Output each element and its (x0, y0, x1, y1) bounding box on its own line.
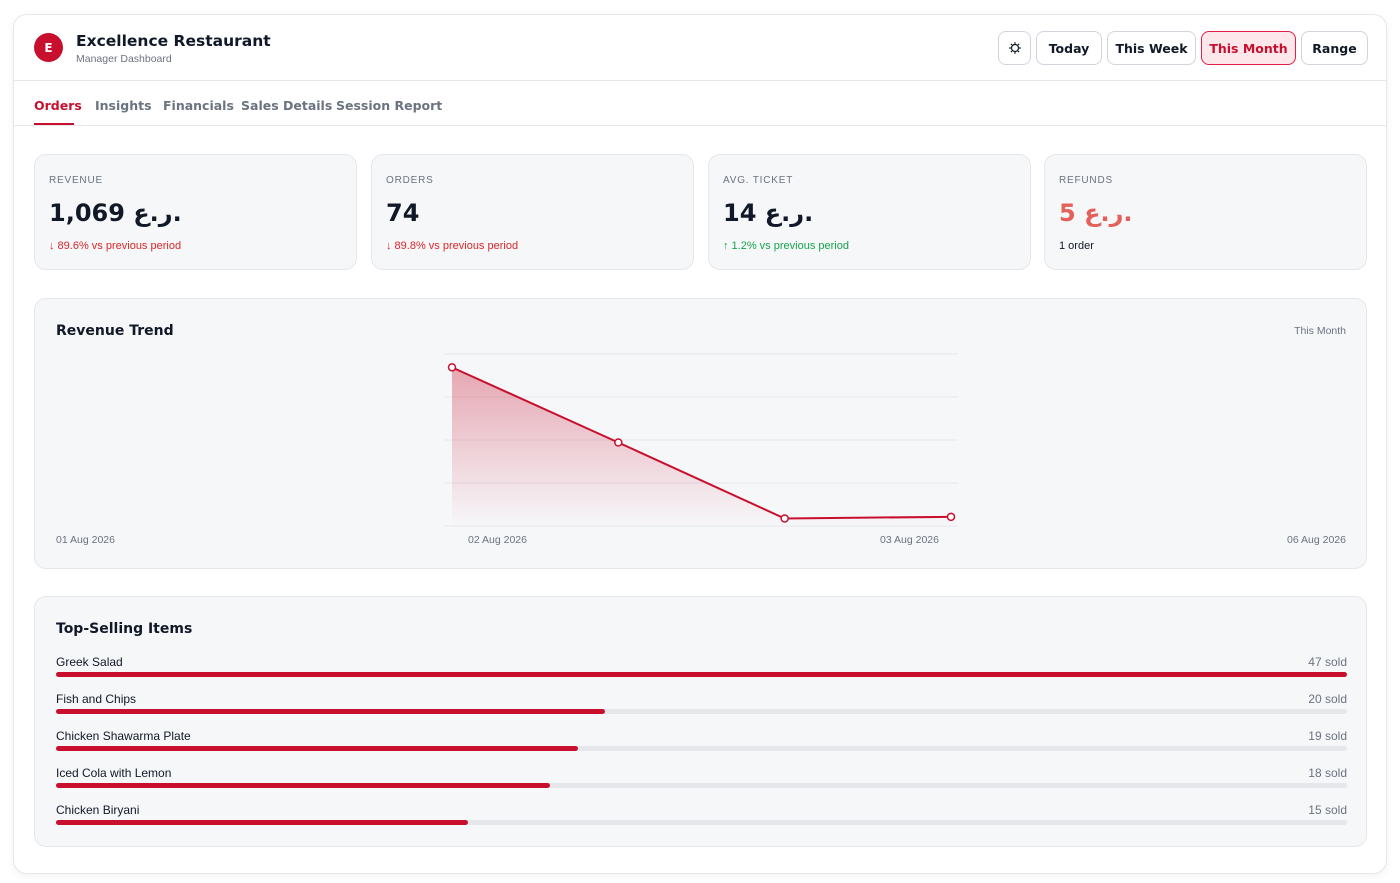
item-sold-count: 19 sold (1308, 729, 1347, 743)
revenue-trend-period: This Month (1294, 325, 1346, 337)
dashboard-frame: E Excellence Restaurant Manager Dashboar… (13, 14, 1387, 874)
item-bar-track (56, 709, 1347, 714)
item-sold-count: 20 sold (1308, 692, 1347, 706)
top-item-row: Chicken Biryani 15 sold (56, 803, 1347, 833)
item-bar-track (56, 672, 1347, 677)
period-range-button[interactable]: Range (1301, 31, 1368, 65)
stat-card-avg-ticket: AVG. TICKET 14 ر.ع. ↑ 1.2% vs previous p… (708, 154, 1031, 270)
top-item-row: Fish and Chips 20 sold (56, 692, 1347, 722)
x-tick-label: 02 Aug 2026 (468, 534, 527, 546)
item-bar-track (56, 746, 1347, 751)
item-bar-fill (56, 709, 606, 714)
period-today-button[interactable]: Today (1036, 31, 1102, 65)
settings-button[interactable] (998, 31, 1031, 65)
tab-bar: Orders Insights Financials Sales Details… (14, 81, 1386, 126)
stat-value: 14 ر.ع. (723, 199, 814, 227)
header: E Excellence Restaurant Manager Dashboar… (14, 15, 1386, 81)
stat-label: REVENUE (49, 175, 103, 186)
stat-card-revenue: REVENUE 1,069 ر.ع. ↓ 89.6% vs previous p… (34, 154, 357, 270)
item-name: Iced Cola with Lemon (56, 766, 172, 780)
stat-card-refunds: REFUNDS 5 ر.ع. 1 order (1044, 154, 1367, 270)
brand-subtitle: Manager Dashboard (76, 53, 172, 65)
revenue-trend-panel: Revenue Trend This Month 01 Aug 2026 02 … (34, 298, 1367, 569)
item-sold-count: 47 sold (1308, 655, 1347, 669)
top-items-panel: Top-Selling Items Greek Salad 47 sold Fish… (34, 596, 1367, 847)
stat-label: REFUNDS (1059, 175, 1113, 186)
revenue-line (451, 366, 952, 520)
tab-sales-details[interactable]: Sales Details (241, 98, 333, 113)
item-bar-fill (56, 820, 469, 825)
item-name: Greek Salad (56, 655, 123, 669)
stat-value: 1,069 ر.ع. (49, 199, 182, 227)
brand-logo: E (34, 33, 63, 62)
item-sold-count: 15 sold (1308, 803, 1347, 817)
top-item-row: Greek Salad 47 sold (56, 655, 1347, 685)
item-name: Chicken Shawarma Plate (56, 729, 191, 743)
stat-change: ↓ 89.6% vs previous period (49, 240, 182, 252)
stat-value: 5 ر.ع. (1059, 199, 1133, 227)
item-name: Chicken Biryani (56, 803, 140, 817)
period-month-button[interactable]: This Month (1201, 31, 1296, 65)
stat-label: AVG. TICKET (723, 175, 794, 186)
stat-card-orders: ORDERS 74 ↓ 89.8% vs previous period (371, 154, 694, 270)
revenue-area (452, 367, 951, 526)
item-name: Fish and Chips (56, 692, 137, 706)
stat-change: 1 order (1059, 240, 1094, 252)
x-tick-label: 06 Aug 2026 (1287, 534, 1346, 546)
x-tick-label: 03 Aug 2026 (880, 534, 939, 546)
tab-orders[interactable]: Orders (34, 98, 82, 113)
stat-change: ↓ 89.8% vs previous period (386, 240, 519, 252)
revenue-trend-chart (444, 353, 958, 527)
tab-session-report[interactable]: Session Report (336, 98, 443, 113)
item-bar-fill (56, 746, 578, 751)
data-point (946, 512, 956, 522)
top-item-row: Iced Cola with Lemon 18 sold (56, 766, 1347, 796)
data-point (780, 514, 789, 523)
tab-insights[interactable]: Insights (95, 98, 152, 113)
top-items-title: Top-Selling Items (56, 621, 193, 637)
active-tab-indicator (34, 123, 74, 125)
period-week-button[interactable]: This Week (1107, 31, 1196, 65)
stat-change: ↑ 1.2% vs previous period (723, 240, 849, 252)
item-bar-track (56, 783, 1347, 788)
item-bar-track (56, 820, 1347, 825)
item-sold-count: 18 sold (1308, 766, 1347, 780)
revenue-trend-title: Revenue Trend (56, 323, 174, 339)
stat-value: 74 (386, 199, 420, 227)
tab-financials[interactable]: Financials (163, 98, 234, 113)
data-point (614, 438, 623, 447)
gear-icon (1008, 42, 1021, 54)
brand-title: Excellence Restaurant (76, 32, 271, 50)
item-bar-fill (56, 672, 1347, 677)
top-item-row: Chicken Shawarma Plate 19 sold (56, 729, 1347, 759)
x-tick-label: 01 Aug 2026 (56, 534, 115, 546)
stat-label: ORDERS (386, 175, 434, 186)
item-bar-fill (56, 783, 551, 788)
data-point (447, 363, 457, 372)
